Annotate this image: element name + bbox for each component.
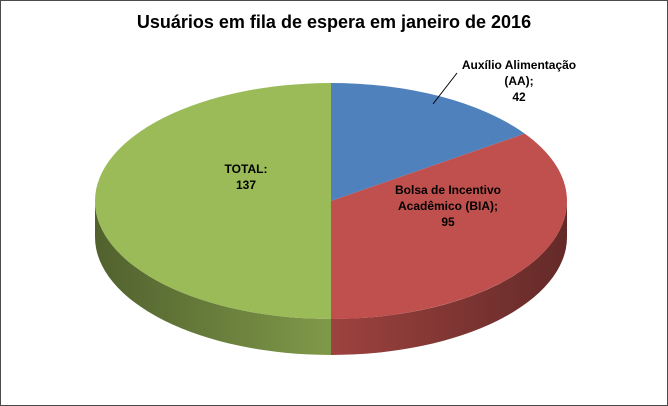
- pie-slice-side-total: [95, 201, 331, 355]
- pie-slice-auxilio-alimentacao-aa: [331, 83, 525, 201]
- chart-title: Usuários em fila de espera em janeiro de…: [136, 12, 532, 32]
- pie-slice-side-bolsa-de-incentivo-academico-bia: [331, 201, 567, 355]
- callout-leader-line: [432, 72, 458, 105]
- pie-slice-bolsa-de-incentivo-academico-bia: [331, 133, 567, 319]
- pie-slice-total: [95, 83, 331, 319]
